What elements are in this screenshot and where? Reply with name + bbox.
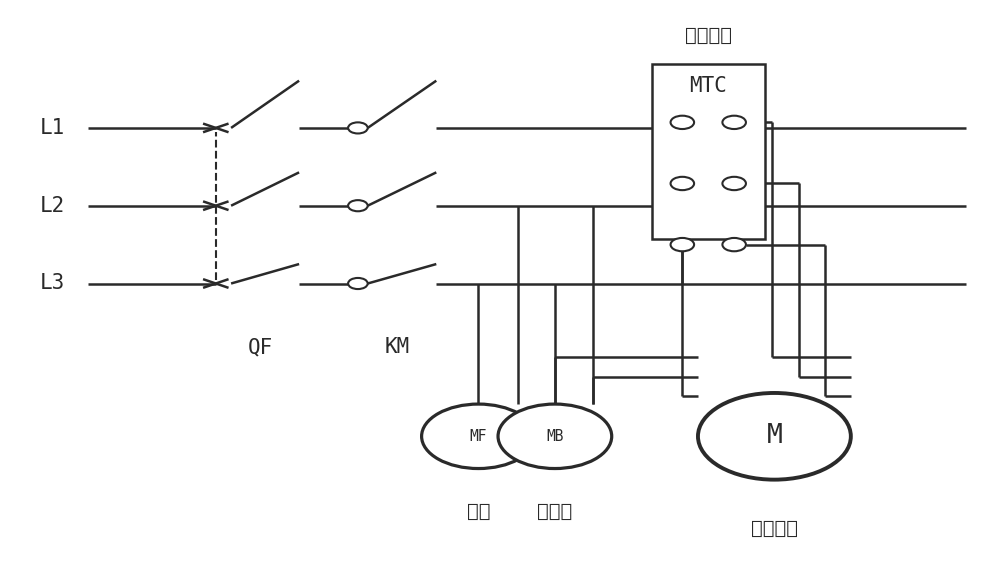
- Text: 制动器: 制动器: [537, 502, 573, 521]
- Circle shape: [722, 238, 746, 251]
- Text: 手动设定: 手动设定: [685, 26, 732, 45]
- Bar: [652, 64, 765, 239]
- Text: M: M: [766, 424, 782, 449]
- Circle shape: [422, 404, 535, 468]
- Text: MTC: MTC: [689, 76, 727, 96]
- Circle shape: [498, 404, 612, 468]
- Circle shape: [671, 238, 694, 251]
- Circle shape: [722, 116, 746, 129]
- Text: QF: QF: [247, 337, 273, 357]
- Circle shape: [348, 278, 368, 289]
- Circle shape: [348, 122, 368, 133]
- Circle shape: [671, 116, 694, 129]
- Circle shape: [671, 177, 694, 190]
- Text: MB: MB: [546, 429, 564, 444]
- Text: 卷筒电机: 卷筒电机: [751, 518, 798, 538]
- Text: MF: MF: [470, 429, 487, 444]
- Text: L2: L2: [39, 196, 65, 215]
- Circle shape: [698, 393, 851, 480]
- Text: L3: L3: [39, 273, 65, 294]
- Circle shape: [348, 200, 368, 211]
- Circle shape: [722, 177, 746, 190]
- Text: L1: L1: [39, 118, 65, 138]
- Text: 风机: 风机: [467, 502, 490, 521]
- Text: KM: KM: [384, 337, 410, 357]
